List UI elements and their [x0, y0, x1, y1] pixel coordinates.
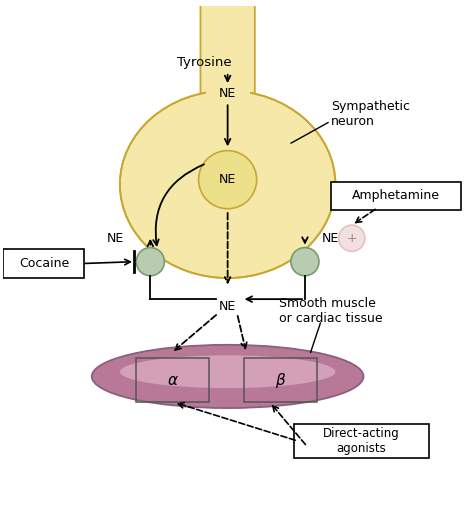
- Ellipse shape: [120, 355, 336, 388]
- Circle shape: [137, 248, 164, 276]
- FancyBboxPatch shape: [331, 182, 461, 210]
- FancyBboxPatch shape: [3, 249, 84, 278]
- Text: +: +: [346, 232, 357, 245]
- FancyBboxPatch shape: [201, 0, 255, 118]
- Circle shape: [291, 248, 319, 276]
- Text: Sympathetic
neuron: Sympathetic neuron: [331, 100, 410, 128]
- Text: NE: NE: [219, 87, 236, 99]
- Text: NE: NE: [219, 300, 236, 313]
- Bar: [244, 357, 317, 402]
- FancyBboxPatch shape: [294, 424, 428, 458]
- Text: Cocaine: Cocaine: [19, 257, 69, 270]
- Circle shape: [338, 225, 365, 251]
- Text: α: α: [167, 373, 177, 388]
- Text: NE: NE: [322, 232, 339, 245]
- Text: NE: NE: [219, 173, 236, 186]
- Text: β: β: [275, 373, 285, 388]
- FancyBboxPatch shape: [205, 100, 250, 124]
- Text: Tyrosine: Tyrosine: [177, 56, 231, 69]
- Text: Amphetamine: Amphetamine: [352, 189, 440, 202]
- Ellipse shape: [120, 91, 336, 278]
- FancyBboxPatch shape: [206, 63, 250, 119]
- Bar: [137, 357, 209, 402]
- Ellipse shape: [92, 345, 364, 408]
- Circle shape: [199, 150, 257, 209]
- Text: Direct-acting
agonists: Direct-acting agonists: [323, 427, 400, 455]
- Text: NE: NE: [107, 232, 124, 245]
- Text: Smooth muscle
or cardiac tissue: Smooth muscle or cardiac tissue: [279, 297, 383, 325]
